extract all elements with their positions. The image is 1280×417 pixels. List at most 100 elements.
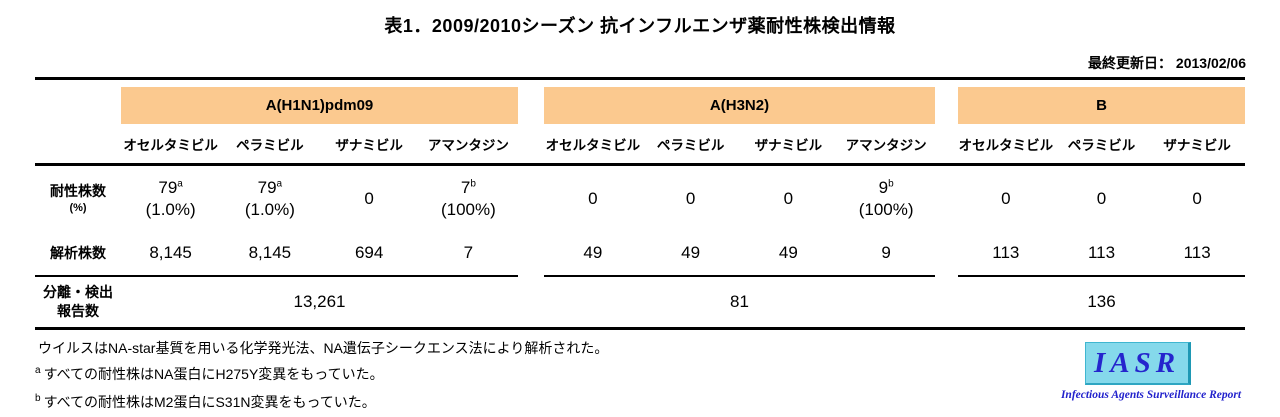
resistant-percent: (100%): [858, 199, 914, 219]
last-updated-date: 2013/02/06: [1175, 55, 1246, 71]
reported-total-h1n1: 13,261: [293, 292, 346, 311]
resistant-cells-h1n1: 79a (1.0%) 79a (1.0%) 0 7b (100%): [121, 166, 518, 231]
resistant-value: 0: [1096, 188, 1107, 208]
iasr-logo: IASR: [1085, 342, 1191, 385]
footnote-method: ウイルスはNA-star基質を用いる化学発光法、NA遺伝子シークエンス法により解…: [35, 338, 608, 358]
resistant-cells-b: 0 0 0: [958, 166, 1245, 231]
group-header-row: A(H1N1)pdm09 A(H3N2) B: [35, 80, 1245, 124]
drug-header: ザナミビル: [335, 137, 403, 153]
resistant-value: 0: [588, 188, 598, 208]
footnote-marker: b: [888, 178, 894, 190]
footnote-b: b すべての耐性株はM2蛋白にS31N変異をもっていた。: [35, 392, 376, 412]
resistant-value: 0: [685, 188, 696, 208]
row-label-resistant: 耐性株数 (%): [35, 166, 121, 231]
row-label-reported: 分離・検出 報告数: [35, 277, 121, 327]
resistance-table: A(H1N1)pdm09 A(H3N2) B オセルタミビル ペラミビル ザナミ…: [35, 77, 1245, 330]
section-gap: [518, 124, 544, 163]
mid-rule-segment: [35, 275, 518, 277]
drug-header: アマンタジン: [845, 137, 927, 153]
drug-headers-b: オセルタミビル ペラミビル ザナミビル: [958, 124, 1245, 163]
resistant-value: 0: [1001, 188, 1011, 208]
resistant-percent: (1.0%): [244, 199, 295, 219]
resistant-value: 0: [783, 188, 794, 208]
section-gap: [518, 166, 544, 231]
row-label-resistant-text: 耐性株数: [50, 182, 106, 199]
footnote-a: a すべての耐性株はNA蛋白にH275Y変異をもっていた。: [35, 364, 384, 384]
drug-header: ザナミビル: [1163, 137, 1231, 153]
resistant-value: 0: [364, 188, 374, 208]
drug-header: ペラミビル: [656, 137, 725, 153]
drug-header: オセルタミビル: [123, 137, 218, 153]
table-cell: 79a (1.0%): [220, 177, 319, 220]
table-cell: 113: [992, 243, 1020, 263]
row-label-spacer: [35, 124, 121, 163]
resistant-value: 79a: [158, 178, 183, 198]
iasr-logo-subtitle: Infectious Agents Surveillance Report: [1060, 389, 1242, 401]
corner-spacer: [35, 80, 121, 124]
section-gap: [518, 80, 544, 124]
resistant-value: 0: [1192, 188, 1202, 208]
drug-header: ザナミビル: [754, 137, 823, 153]
footnote-marker: a: [177, 178, 183, 190]
section-gap: [935, 166, 958, 231]
resistant-percent: (100%): [440, 199, 496, 219]
drug-header: オセルタミビル: [958, 137, 1054, 153]
footnote-text: すべての耐性株はM2蛋白にS31N変異をもっていた。: [43, 394, 376, 410]
mid-rule-segment: [544, 275, 935, 277]
page-title: 表1．2009/2010シーズン 抗インフルエンザ薬耐性株検出情報: [384, 16, 896, 36]
table-cell: 8,145: [248, 243, 292, 263]
mid-rule: [35, 275, 1245, 277]
table-cell: 0: [642, 188, 740, 209]
drug-header-row: オセルタミビル ペラミビル ザナミビル アマンタジン オセルタミビル ペラミビル…: [35, 124, 1245, 163]
drug-header: ペラミビル: [1067, 137, 1136, 153]
row-label-analyzed: 解析株数: [50, 244, 106, 261]
table-cell: 113: [1183, 243, 1211, 263]
drug-headers-h1n1: オセルタミビル ペラミビル ザナミビル アマンタジン: [121, 124, 518, 163]
table-cell: 0: [544, 188, 642, 209]
row-label-resistant-unit: (%): [69, 201, 87, 214]
section-gap: [935, 80, 958, 124]
iasr-logo-acronym: IASR: [1093, 346, 1181, 379]
resistant-percent: (1.0%): [145, 199, 196, 219]
resistant-count-row: 耐性株数 (%) 79a (1.0%) 79a (1.0%) 0 7b (100…: [35, 166, 1245, 231]
table-cell: 694: [354, 243, 384, 263]
table-cell: 8,145: [149, 243, 192, 263]
table-cell: 0: [1054, 188, 1150, 209]
table-cell: 49: [583, 243, 603, 263]
group-header-h1n1: A(H1N1)pdm09: [121, 87, 518, 124]
footnote-marker: b: [35, 393, 41, 405]
table-cell: 0: [740, 188, 838, 209]
reported-total-h3n2: 81: [730, 292, 749, 311]
group-header-b: B: [958, 87, 1245, 124]
table-top-rule: [35, 77, 1245, 80]
mid-rule-segment: [958, 275, 1245, 277]
table-cell: 0: [320, 188, 419, 209]
table-cell: 49: [778, 243, 798, 263]
group-header-h3n2: A(H3N2): [544, 87, 935, 124]
last-updated-label: 最終更新日：: [1088, 55, 1173, 71]
table-cell: 113: [1087, 243, 1116, 263]
reported-count-row: 分離・検出 報告数 13,261 81 136: [35, 277, 1245, 327]
reported-total-b: 136: [1087, 292, 1116, 311]
last-updated: 最終更新日： 2013/02/06: [1088, 53, 1246, 73]
row-label-reported-line2: 報告数: [57, 303, 99, 319]
section-gap: [935, 231, 958, 275]
analyzed-cells-h1n1: 8,145 8,145 694 7: [121, 231, 518, 275]
drug-headers-h3n2: オセルタミビル ペラミビル ザナミビル アマンタジン: [544, 124, 935, 163]
row-label-reported-line1: 分離・検出: [43, 284, 113, 301]
resistant-value: 9b: [878, 178, 894, 198]
analyzed-count-row: 解析株数 8,145 8,145 694 7 49 49 49 9 113 11…: [35, 231, 1245, 275]
section-gap: [518, 277, 544, 327]
table-bottom-rule: [35, 327, 1245, 330]
analyzed-cells-h3n2: 49 49 49 9: [544, 231, 935, 275]
footnote-marker: a: [276, 178, 283, 190]
resistant-cells-h3n2: 0 0 0 9b (100%): [544, 166, 935, 231]
drug-header: オセルタミビル: [545, 137, 641, 153]
resistant-value: 79a: [257, 178, 283, 198]
header-bottom-rule: [35, 163, 1245, 166]
section-gap: [518, 231, 544, 275]
table-cell: 9: [881, 243, 891, 263]
table-cell: 7: [463, 243, 474, 263]
section-gap: [935, 124, 958, 163]
